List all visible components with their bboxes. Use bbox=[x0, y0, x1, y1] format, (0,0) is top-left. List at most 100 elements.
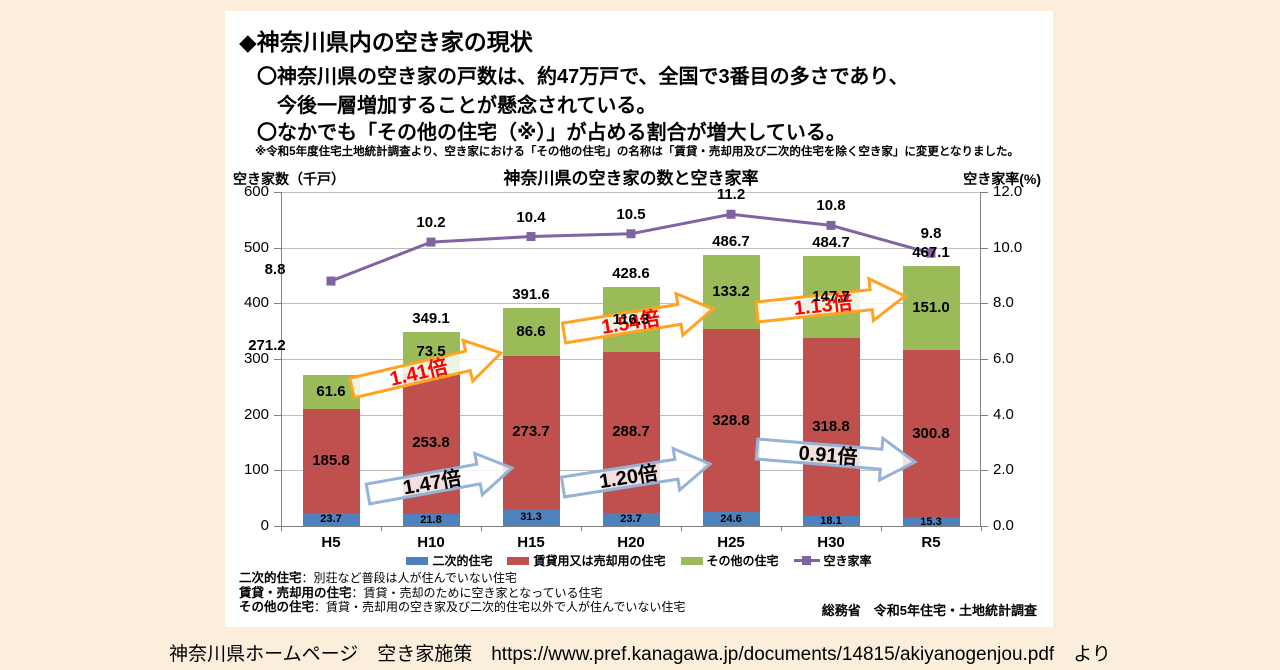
right-axis-tick-label: 10.0 bbox=[993, 239, 1023, 256]
segment-value-label: 288.7 bbox=[612, 423, 650, 441]
legend-item: その他の住宅 bbox=[680, 552, 779, 569]
content-panel: ◆神奈川県内の空き家の現状 〇神奈川県の空き家の戸数は、約47万戸で、全国で3番… bbox=[225, 11, 1053, 627]
right-axis-tick-label: 2.0 bbox=[993, 461, 1014, 478]
y-axis-right bbox=[980, 192, 981, 526]
bar-segment-rental bbox=[702, 329, 760, 513]
bar-segment-secondary bbox=[802, 515, 860, 526]
segment-value-label: 23.7 bbox=[620, 513, 642, 526]
vacancy-rate-marker bbox=[726, 209, 736, 219]
bar-segment-secondary bbox=[902, 517, 960, 526]
segment-value-label: 31.3 bbox=[520, 511, 542, 524]
left-axis-tick-label: 600 bbox=[243, 183, 269, 200]
bar-segment-secondary bbox=[302, 512, 360, 526]
segment-value-label: 151.0 bbox=[912, 299, 950, 316]
right-tick bbox=[981, 192, 988, 193]
footnote-name-change: ※令和5年度住宅土地統計調査より、空き家における「その他の住宅」の名称は「賃貸・… bbox=[255, 146, 1020, 158]
term-definitions: 二次的住宅：別荘など普段は人が住んでいない住宅 賃貸・売却用の住宅：賃貸・売却のた… bbox=[239, 571, 685, 615]
left-axis-tick-label: 500 bbox=[243, 239, 269, 256]
gridline bbox=[281, 248, 981, 249]
y-axis-left bbox=[281, 192, 282, 526]
right-axis-title: 空き家率(%) bbox=[963, 171, 1041, 187]
segment-value-label: 318.8 bbox=[812, 418, 850, 436]
segment-value-label: 73.5 bbox=[416, 343, 446, 361]
bar-segment-secondary bbox=[702, 512, 760, 526]
left-axis-tick-label: 100 bbox=[243, 461, 269, 478]
definition-desc: ：賃貸・売却のために空き家となっている住宅 bbox=[351, 585, 603, 600]
chart-legend: 二次的住宅 賃貸用又は売却用の住宅 その他の住宅 空き家率 bbox=[225, 552, 1053, 569]
total-value-label: 271.2 bbox=[248, 337, 286, 355]
bar-segment-rental bbox=[802, 338, 860, 516]
definition-desc: ：別荘など普段は人が住んでいない住宅 bbox=[301, 571, 517, 585]
total-value-label: 428.6 bbox=[612, 265, 650, 283]
legend-swatch-その他の住宅 bbox=[680, 556, 703, 565]
segment-value-label: 147.7 bbox=[812, 288, 850, 306]
x-axis-category-label: H10 bbox=[417, 534, 445, 551]
legend-item: 賃貸用又は売却用の住宅 bbox=[507, 552, 666, 569]
vacancy-rate-value-label: 11.2 bbox=[716, 186, 746, 204]
x-tick bbox=[881, 526, 882, 531]
growth-arrow: 0.91倍 bbox=[754, 435, 918, 483]
chart-title: 神奈川県の空き家の数と空き家率 bbox=[503, 169, 759, 188]
right-axis-tick-label: 0.0 bbox=[993, 517, 1014, 534]
legend-item: 空き家率 bbox=[793, 552, 872, 569]
right-axis-tick-label: 6.0 bbox=[993, 350, 1014, 367]
x-tick bbox=[381, 526, 382, 531]
legend-label: 二次的住宅 bbox=[432, 554, 493, 568]
definition-term: 二次的住宅 bbox=[239, 571, 302, 585]
bullet-line-2: 今後一層増加することが懸念されている。 bbox=[277, 95, 657, 117]
x-axis-category-label: R5 bbox=[921, 534, 941, 551]
x-axis-category-label: H30 bbox=[817, 534, 845, 551]
segment-value-label: 116.3 bbox=[612, 310, 650, 328]
x-axis bbox=[274, 526, 988, 527]
right-axis-tick-label: 12.0 bbox=[993, 183, 1023, 200]
total-value-label: 467.1 bbox=[912, 243, 950, 261]
left-tick bbox=[274, 415, 281, 416]
vacancy-rate-value-label: 8.8 bbox=[264, 261, 286, 279]
bullet-line-3: 〇なかでも「その他の住宅（※）」が占める割合が増大している。 bbox=[257, 122, 846, 144]
segment-value-label: 133.2 bbox=[712, 283, 750, 301]
bar-segment-secondary bbox=[602, 512, 660, 526]
total-value-label: 391.6 bbox=[512, 286, 550, 303]
segment-value-label: 24.6 bbox=[720, 513, 742, 526]
vacancy-rate-marker bbox=[326, 276, 336, 286]
legend-line-marker bbox=[793, 556, 820, 565]
left-tick bbox=[274, 248, 281, 249]
vacancy-rate-marker bbox=[926, 248, 936, 258]
bar-segment-secondary bbox=[402, 513, 460, 526]
x-tick bbox=[281, 526, 282, 531]
vacancy-rate-marker bbox=[826, 220, 836, 230]
right-tick bbox=[981, 470, 988, 471]
vacancy-rate-value-label: 10.2 bbox=[416, 214, 446, 232]
segment-value-label: 61.6 bbox=[316, 383, 346, 401]
right-axis-tick-label: 4.0 bbox=[993, 406, 1014, 423]
right-tick bbox=[981, 415, 988, 416]
definition-line: 二次的住宅：別荘など普段は人が住んでいない住宅 bbox=[239, 571, 685, 586]
bar-segment-rental bbox=[902, 350, 960, 518]
vacancy-rate-marker bbox=[426, 237, 436, 247]
left-axis-tick-label: 0 bbox=[260, 517, 269, 534]
left-tick bbox=[274, 192, 281, 193]
right-axis-tick-label: 8.0 bbox=[993, 294, 1014, 311]
definition-term: その他の住宅 bbox=[239, 600, 315, 614]
growth-arrow: 1.47倍 bbox=[364, 450, 515, 506]
bar-segment-rental bbox=[302, 409, 360, 513]
x-axis-category-label: H25 bbox=[717, 534, 745, 551]
x-axis-category-label: H15 bbox=[517, 534, 545, 551]
x-tick bbox=[581, 526, 582, 531]
vacancy-rate-marker bbox=[626, 229, 636, 239]
legend-line-square bbox=[801, 556, 811, 565]
vacancy-rate-value-label: 10.4 bbox=[516, 208, 546, 226]
vacancy-rate-value-label: 9.8 bbox=[920, 225, 942, 243]
bullet-line-1: 〇神奈川県の空き家の戸数は、約47万戸で、全国で3番目の多さであり、 bbox=[257, 66, 909, 88]
total-value-label: 486.7 bbox=[712, 233, 750, 251]
page-caption: 神奈川県ホームページ 空き家施策 https://www.pref.kanaga… bbox=[169, 644, 1111, 665]
segment-value-label: 273.7 bbox=[512, 423, 550, 441]
right-tick bbox=[981, 248, 988, 249]
growth-arrow-label: 0.91倍 bbox=[798, 440, 859, 469]
legend-item: 二次的住宅 bbox=[406, 552, 492, 569]
left-tick bbox=[274, 470, 281, 471]
left-axis-tick-label: 400 bbox=[243, 294, 269, 311]
growth-arrow: 1.20倍 bbox=[559, 446, 713, 499]
segment-value-label: 18.1 bbox=[820, 514, 842, 527]
total-value-label: 349.1 bbox=[412, 309, 450, 327]
